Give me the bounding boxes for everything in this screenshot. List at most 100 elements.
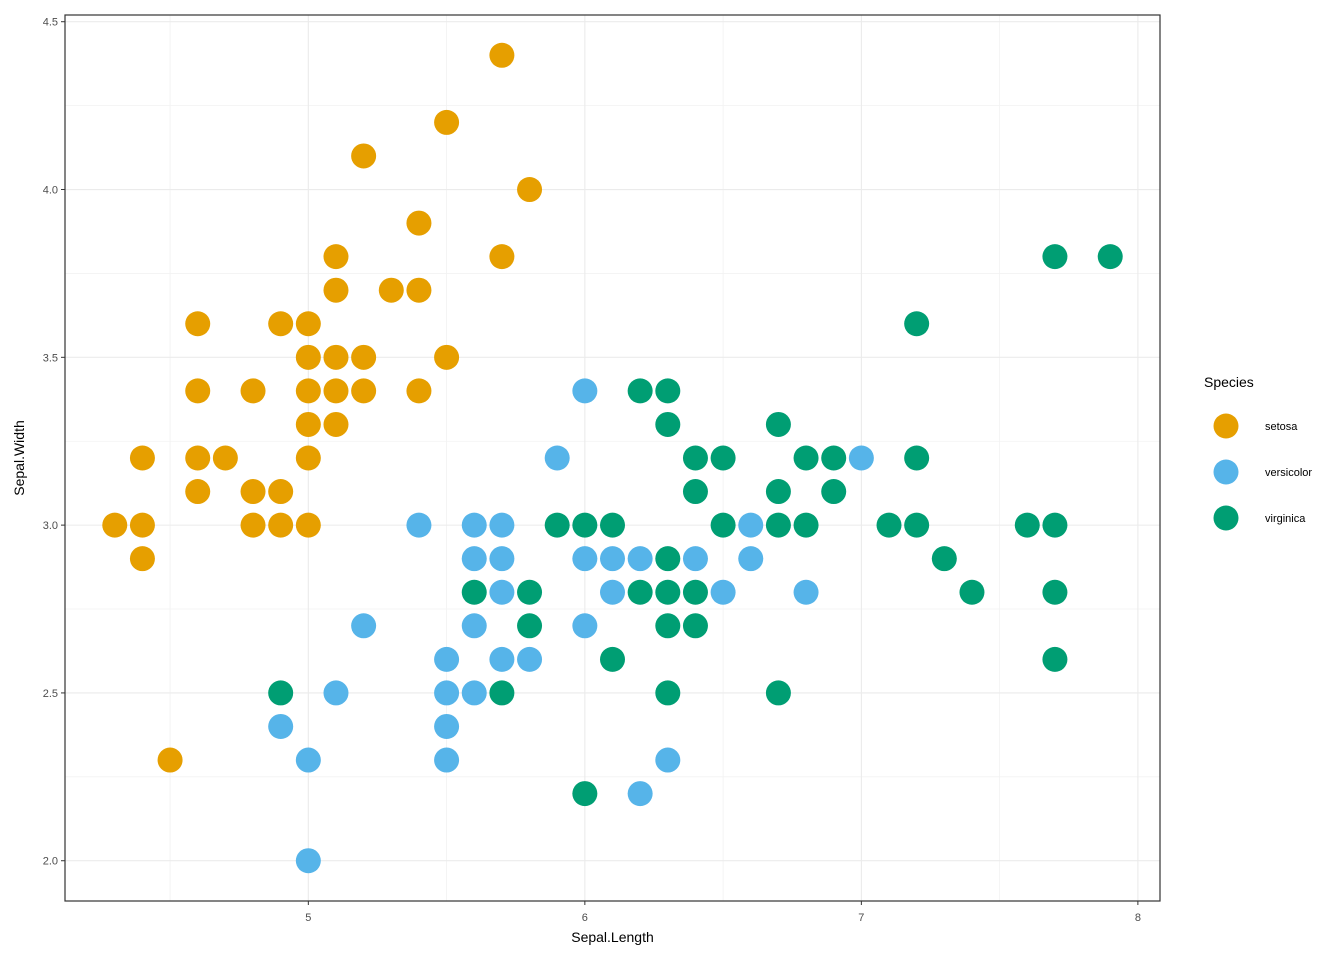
data-point-setosa [434,344,460,370]
data-point-virginica [904,445,930,471]
legend: Species setosa versicolor virginica [1204,374,1312,531]
data-point-virginica [765,512,791,538]
data-point-setosa [129,445,155,471]
data-point-setosa [268,311,294,337]
data-point-versicolor [434,713,460,739]
data-point-setosa [517,177,543,203]
data-point-setosa [406,277,432,303]
data-point-setosa [295,311,321,337]
data-point-versicolor [295,747,321,773]
data-point-versicolor [655,747,681,773]
data-point-setosa [240,512,266,538]
data-point-versicolor [848,445,874,471]
data-point-setosa [268,479,294,505]
data-point-virginica [655,411,681,437]
data-point-virginica [517,579,543,605]
data-point-versicolor [351,613,377,639]
data-point-versicolor [793,579,819,605]
data-point-versicolor [489,579,515,605]
data-point-setosa [323,277,349,303]
data-point-versicolor [517,646,543,672]
y-tick-label: 3.0 [43,520,58,532]
data-point-virginica [489,680,515,706]
data-point-virginica [710,445,736,471]
data-point-versicolor [627,781,653,807]
legend-label-virginica: virginica [1265,513,1306,525]
data-point-virginica [1042,512,1068,538]
y-tick-label: 4.5 [43,17,58,29]
legend-key-versicolor [1213,459,1239,485]
x-tick-label: 7 [858,912,864,924]
data-point-versicolor [489,646,515,672]
data-point-setosa [185,378,211,404]
data-point-virginica [876,512,902,538]
data-point-virginica [710,512,736,538]
plot-panel-border [64,14,1161,902]
data-point-virginica [1097,244,1123,270]
data-point-setosa [434,109,460,135]
data-point-versicolor [461,613,487,639]
data-point-virginica [821,479,847,505]
data-point-setosa [323,378,349,404]
data-point-virginica [655,680,681,706]
data-point-virginica [655,378,681,404]
data-points [102,42,1123,874]
data-point-virginica [682,613,708,639]
y-axis: 2.0 2.5 3.0 3.5 4.0 4.5 [43,17,65,868]
data-point-virginica [600,646,625,672]
x-tick-label: 5 [305,912,311,924]
data-point-setosa [489,42,515,68]
data-point-virginica [682,479,708,505]
data-point-setosa [185,479,211,505]
data-point-setosa [378,277,404,303]
data-point-setosa [268,512,294,538]
data-point-versicolor [738,546,764,572]
data-point-virginica [627,579,653,605]
data-point-versicolor [434,747,460,773]
data-point-virginica [765,411,791,437]
data-point-versicolor [572,378,598,404]
legend-label-setosa: setosa [1265,421,1298,433]
data-point-versicolor [572,613,598,639]
data-point-virginica [682,579,708,605]
data-point-virginica [1042,244,1068,270]
data-point-virginica [655,579,681,605]
data-point-setosa [295,445,321,471]
data-point-setosa [351,143,377,169]
data-point-setosa [295,411,321,437]
data-point-versicolor [295,848,321,874]
legend-key-setosa [1213,413,1239,439]
data-point-setosa [129,512,155,538]
y-tick-label: 2.0 [43,856,58,868]
data-point-virginica [627,378,653,404]
data-point-versicolor [406,512,432,538]
data-point-versicolor [489,546,515,572]
data-point-setosa [240,378,266,404]
data-point-versicolor [738,512,764,538]
data-point-setosa [323,411,349,437]
data-point-virginica [1014,512,1040,538]
data-point-setosa [351,344,377,370]
data-point-setosa [351,378,377,404]
data-point-setosa [295,512,321,538]
y-tick-label: 2.5 [43,688,58,700]
data-point-setosa [129,546,155,572]
data-point-virginica [904,512,930,538]
data-point-versicolor [600,579,625,605]
x-tick-label: 6 [582,912,588,924]
data-point-virginica [461,579,487,605]
data-point-setosa [295,344,321,370]
data-point-virginica [959,579,985,605]
data-point-versicolor [434,646,460,672]
data-point-virginica [1042,579,1068,605]
data-point-versicolor [461,512,487,538]
data-point-versicolor [268,713,294,739]
data-point-versicolor [461,546,487,572]
data-point-setosa [185,445,211,471]
data-point-setosa [240,479,266,505]
x-axis: 5 6 7 8 [305,901,1141,924]
data-point-setosa [185,311,211,337]
data-point-virginica [765,680,791,706]
data-point-virginica [600,512,625,538]
data-point-virginica [793,512,819,538]
